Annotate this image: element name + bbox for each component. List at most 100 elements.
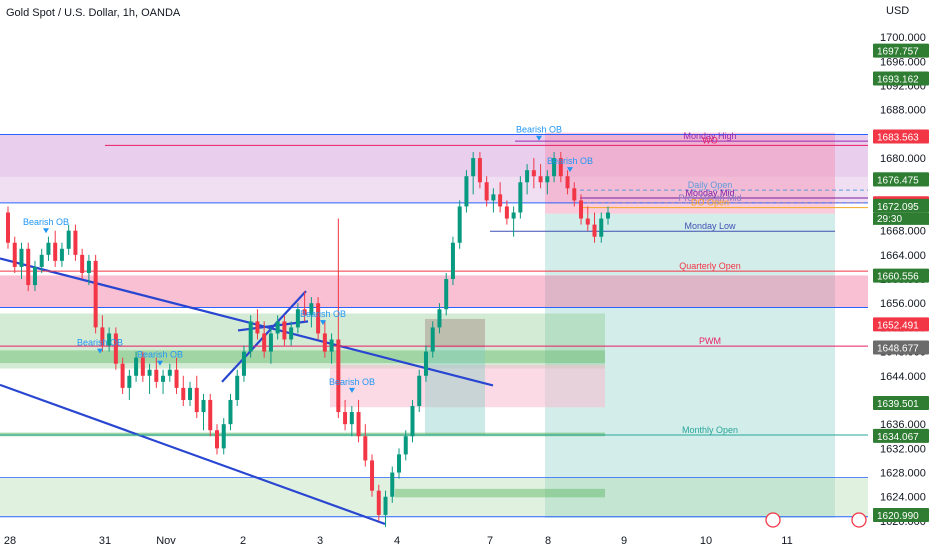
candle-body	[390, 472, 395, 497]
price-tag-11: 1634.067	[877, 432, 919, 443]
candle-body	[518, 182, 523, 213]
candle-body	[127, 375, 132, 388]
candle-body	[417, 375, 422, 407]
candle-body	[113, 333, 118, 364]
candle-body	[403, 436, 408, 455]
countdown-bg	[873, 212, 929, 225]
candle-body	[66, 230, 71, 249]
bearish-ob-marker-1	[97, 348, 103, 354]
price-tag-4: 1676.475	[877, 175, 919, 186]
x-tick-1: 31	[99, 535, 111, 547]
candle-body	[444, 279, 449, 310]
zone-green-bar	[395, 488, 605, 498]
candle-body	[39, 254, 44, 267]
zone-pink-ob	[330, 364, 605, 408]
candle-body	[309, 303, 314, 316]
price-tag-bg	[873, 198, 929, 213]
price-tag-bg	[873, 317, 929, 332]
bearish-ob-marker-2	[157, 360, 163, 366]
price-tag-6: 1672.095	[877, 202, 919, 213]
candle-body	[154, 369, 159, 382]
price-tag-0: 1697.757	[877, 47, 919, 58]
candle-body	[552, 158, 557, 177]
y-tick-8: 1668.000	[880, 226, 926, 238]
countdown: 29:30	[877, 214, 902, 225]
candle-body	[80, 254, 85, 273]
candle-body	[316, 303, 321, 334]
price-tag-10: 1639.501	[877, 399, 919, 410]
candle-body	[201, 399, 206, 413]
price-tag-bg	[873, 507, 929, 522]
candle-body	[471, 158, 476, 177]
x-tick-10: 11	[781, 535, 792, 547]
bearish-ob-marker-3	[320, 320, 326, 326]
level-label-4: Prev Month Mid	[678, 193, 741, 203]
price-tag-7: 1660.556	[877, 272, 919, 283]
candle-body	[511, 212, 516, 219]
candle-body	[26, 248, 31, 286]
candle-body	[430, 327, 435, 352]
candle-body	[289, 327, 294, 340]
trendline-upper	[0, 257, 494, 387]
candle-body	[73, 230, 78, 255]
candle-body	[356, 412, 361, 437]
price-tag-9: 1648.677	[877, 344, 919, 355]
x-tick-5: 4	[394, 535, 400, 547]
candle-body	[262, 333, 267, 352]
bearish-ob-marker-0	[43, 228, 49, 234]
candle-body	[107, 333, 112, 346]
candle-body	[599, 218, 604, 237]
candle-body	[59, 248, 64, 261]
y-tick-3: 1688.000	[880, 105, 926, 117]
x-tick-0: 28	[4, 535, 16, 547]
y-tick-17: 1632.000	[880, 443, 926, 455]
candle-body	[188, 387, 193, 400]
candle-body	[477, 158, 482, 183]
candle-body	[208, 399, 213, 431]
trendline-lower	[0, 383, 386, 525]
level-label-6: Monday Low	[684, 221, 736, 231]
level-label-8: PWM	[699, 336, 721, 346]
currency-label: USD	[886, 5, 909, 17]
candle-body	[343, 412, 348, 425]
candle-body	[572, 188, 577, 201]
bearish-ob-label-0: Bearish OB	[23, 217, 69, 227]
x-tick-3: 2	[240, 535, 246, 547]
candle-body	[525, 170, 530, 183]
level-label-3: Monday Mid	[685, 188, 734, 198]
candle-body	[221, 424, 226, 449]
bearish-ob-label-5: Bearish OB	[516, 125, 562, 135]
candle-body	[147, 369, 152, 376]
us-flag-icon[interactable]	[765, 512, 781, 528]
us-flag-icon[interactable]	[851, 512, 867, 528]
candle-body	[46, 242, 51, 255]
price-tag-bg	[873, 172, 929, 187]
candle-body	[120, 363, 125, 388]
candle-body	[295, 309, 300, 328]
candle-body	[484, 182, 489, 201]
candle-body	[565, 176, 570, 189]
candle-body	[538, 176, 543, 183]
candle-body	[134, 357, 139, 376]
candle-body	[464, 176, 469, 207]
candle-body	[255, 321, 260, 334]
candle-body	[498, 194, 503, 207]
x-tick-6: 7	[487, 535, 493, 547]
candle-body	[167, 369, 172, 376]
chart-title: Gold Spot / U.S. Dollar, 1h, OANDA	[6, 7, 181, 19]
zones	[0, 132, 868, 518]
y-tick-5: 1680.000	[880, 153, 926, 165]
candle-body	[450, 242, 455, 280]
level-label-9: Monthly Open	[682, 425, 738, 435]
price-tag-bg	[873, 129, 929, 144]
candle-body	[397, 454, 402, 473]
y-tick-18: 1628.000	[880, 468, 926, 480]
price-tag-12: 1620.990	[877, 511, 919, 522]
candle-body	[370, 460, 375, 491]
candle-body	[6, 212, 10, 243]
bearish-ob-marker-4	[349, 387, 355, 393]
y-tick-11: 1656.000	[880, 298, 926, 310]
